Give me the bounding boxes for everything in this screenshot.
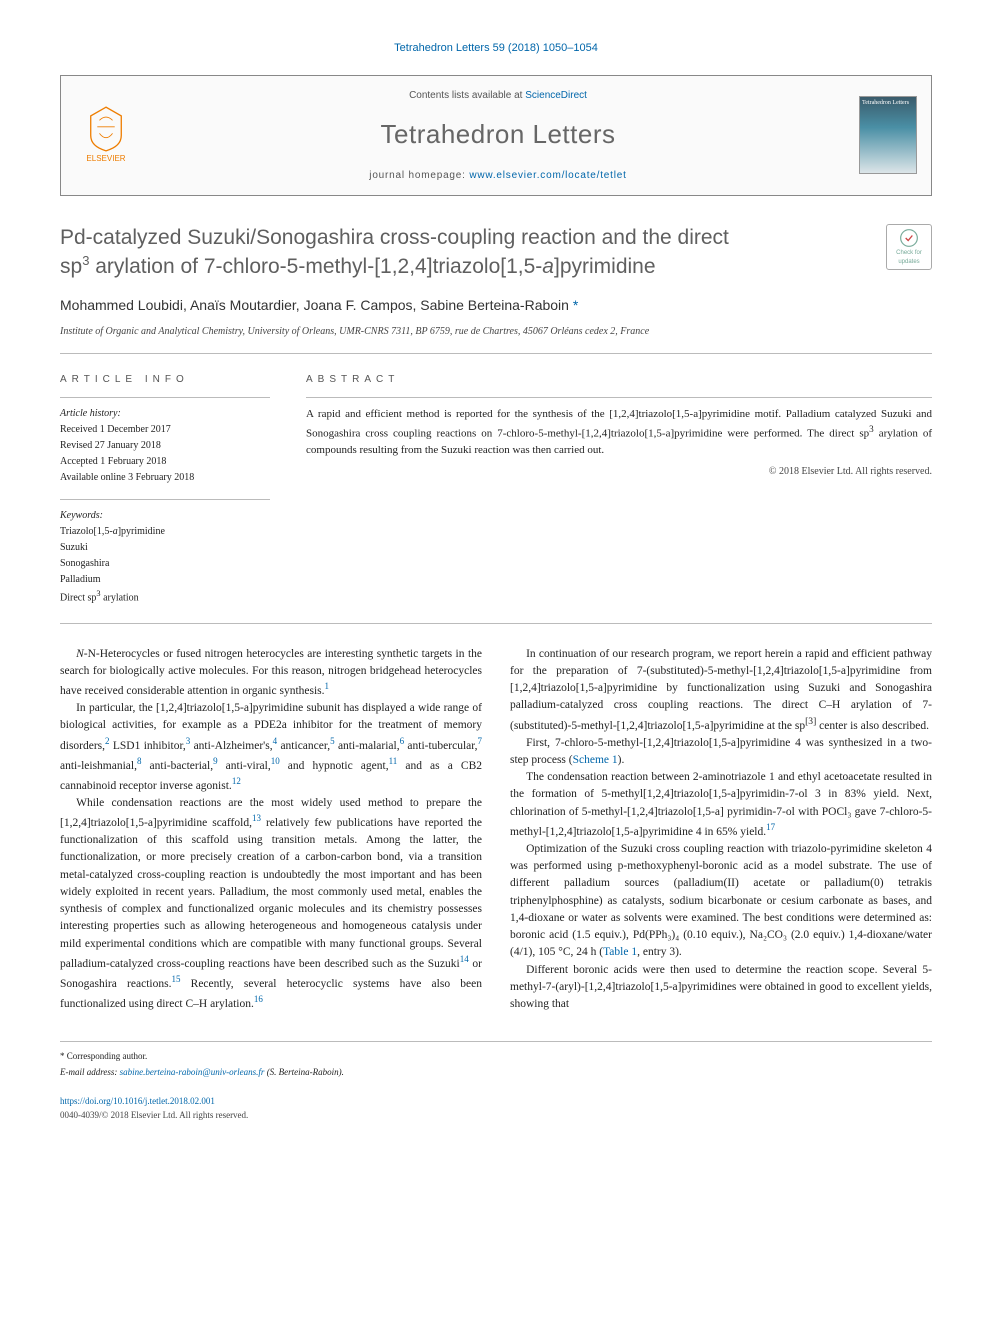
article-body: N-N-Heterocycles or fused nitrogen heter… [60,646,932,1014]
elsevier-logo[interactable]: ELSEVIER [75,103,137,167]
issn-copyright: 0040-4039/© 2018 Elsevier Ltd. All right… [60,1110,248,1120]
history-label: Article history: [60,406,270,421]
journal-homepage-line: journal homepage: www.elsevier.com/locat… [153,168,843,183]
check-updates-badge[interactable]: Check for updates [886,224,932,270]
corr-note: * Corresponding author. [60,1050,932,1064]
kw3: Sonogashira [60,556,270,571]
corresponding-mark: * [573,297,578,313]
author-email-link[interactable]: sabine.berteina-raboin@univ-orleans.fr [120,1067,265,1077]
body-p4: In continuation of our research program,… [510,646,932,735]
body-p2: In particular, the [1,2,4]triazolo[1,5-a… [60,700,482,795]
article-title: Pd-catalyzed Suzuki/Sonogashira cross-co… [60,224,870,282]
title-row: Pd-catalyzed Suzuki/Sonogashira cross-co… [60,224,932,282]
corresponding-footer: * Corresponding author. E-mail address: … [60,1041,932,1079]
affiliation: Institute of Organic and Analytical Chem… [60,324,932,354]
badge-line2: updates [898,259,919,266]
ref-14[interactable]: 14 [460,954,469,964]
header-center: Contents lists available at ScienceDirec… [153,88,843,183]
ref-7[interactable]: 7 [478,736,483,746]
journal-reference: Tetrahedron Letters 59 (2018) 1050–1054 [60,40,932,57]
body-p3: While condensation reactions are the mos… [60,795,482,1013]
badge-line1: Check for [896,250,922,257]
journal-homepage-link[interactable]: www.elsevier.com/locate/tetlet [469,170,626,181]
abstract-column: ABSTRACT A rapid and efficient method is… [306,372,932,606]
body-p1: N-N-Heterocycles or fused nitrogen heter… [60,646,482,701]
table-1-link[interactable]: Table 1 [603,946,637,958]
body-p8: Different boronic acids were then used t… [510,962,932,1014]
journal-cover-thumbnail[interactable]: Tetrahedron Letters [859,96,917,174]
title-sp: sp [60,255,82,278]
cover-label: Tetrahedron Letters [862,99,914,108]
history-block: Article history: Received 1 December 201… [60,397,270,485]
article-meta-grid: ARTICLE INFO Article history: Received 1… [60,372,932,623]
article-info-head: ARTICLE INFO [60,372,270,387]
title-line1: Pd-catalyzed Suzuki/Sonogashira cross-co… [60,226,729,249]
scheme-1-link[interactable]: Scheme 1 [573,754,618,766]
body-p5: First, 7-chloro-5-methyl-[1,2,4]triazolo… [510,735,932,770]
body-p7: Optimization of the Suzuki cross couplin… [510,841,932,962]
ref-16[interactable]: 16 [254,994,263,1004]
kw5: Direct sp3 arylation [60,588,270,605]
online-date: Available online 3 February 2018 [60,470,270,485]
ref-1[interactable]: 1 [325,681,330,691]
ref-10[interactable]: 10 [271,756,280,766]
contents-prefix: Contents lists available at [409,90,525,101]
ref-12[interactable]: 12 [232,776,241,786]
ref-11[interactable]: 11 [389,756,398,766]
authors-text: Mohammed Loubidi, Anaïs Moutardier, Joan… [60,297,573,313]
homepage-prefix: journal homepage: [369,170,469,181]
journal-header-box: ELSEVIER Contents lists available at Sci… [60,75,932,196]
received-date: Received 1 December 2017 [60,422,270,437]
revised-date: Revised 27 January 2018 [60,438,270,453]
body-p6: The condensation reaction between 2-amin… [510,769,932,841]
journal-name: Tetrahedron Letters [153,115,843,154]
title-italic: a [542,255,554,278]
ref-13[interactable]: 13 [252,813,261,823]
keywords-label: Keywords: [60,508,270,523]
elsevier-label: ELSEVIER [86,153,125,165]
abstract-copyright: © 2018 Elsevier Ltd. All rights reserved… [306,464,932,479]
article-info-column: ARTICLE INFO Article history: Received 1… [60,372,270,606]
doi-bar: https://doi.org/10.1016/j.tetlet.2018.02… [60,1095,932,1122]
kw2: Suzuki [60,540,270,555]
keywords-block: Keywords: Triazolo[1,5-a]pyrimidine Suzu… [60,499,270,605]
title-end: ]pyrimidine [554,255,656,278]
contents-line: Contents lists available at ScienceDirec… [153,88,843,103]
ref-17[interactable]: 17 [766,822,775,832]
accepted-date: Accepted 1 February 2018 [60,454,270,469]
doi-link[interactable]: https://doi.org/10.1016/j.tetlet.2018.02… [60,1096,215,1106]
abstract-text: A rapid and efficient method is reported… [306,397,932,458]
kw1: Triazolo[1,5-a]pyrimidine [60,524,270,539]
kw4: Palladium [60,572,270,587]
authors-line: Mohammed Loubidi, Anaïs Moutardier, Joan… [60,295,932,316]
sciencedirect-link[interactable]: ScienceDirect [525,90,587,101]
email-line: E-mail address: sabine.berteina-raboin@u… [60,1066,932,1080]
abstract-head: ABSTRACT [306,372,932,387]
title-mid: arylation of 7-chloro-5-methyl-[1,2,4]tr… [89,255,542,278]
